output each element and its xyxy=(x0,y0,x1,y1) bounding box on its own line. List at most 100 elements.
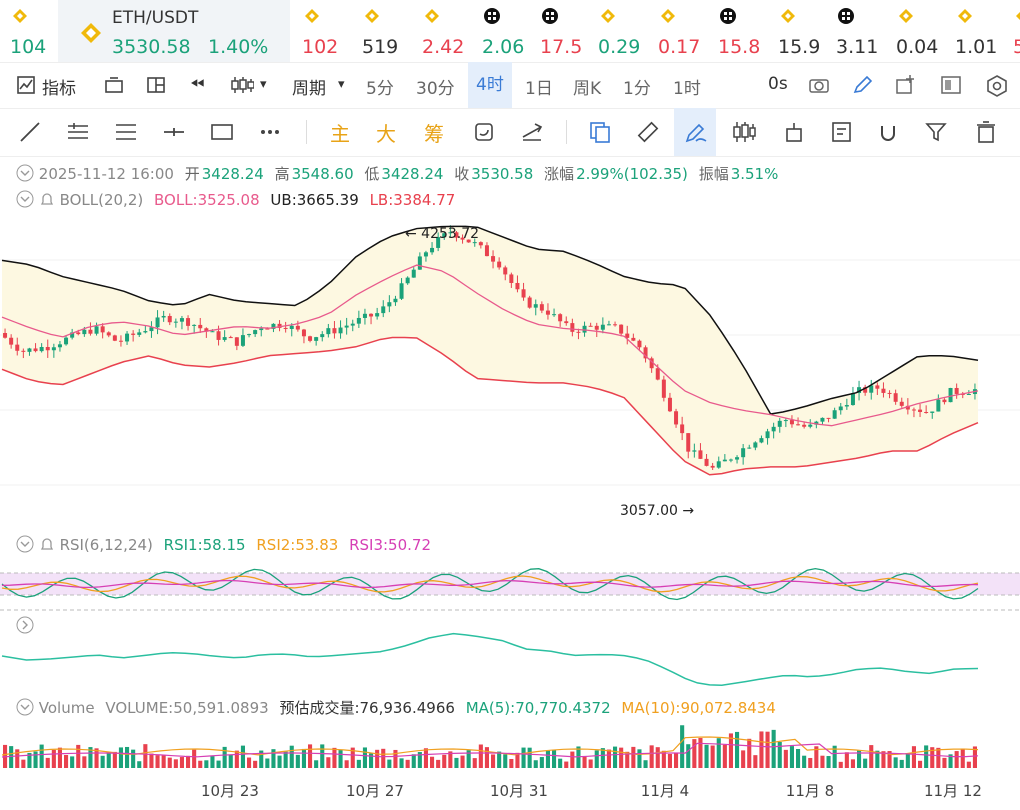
candle-body xyxy=(271,323,276,329)
volume-bar xyxy=(423,748,428,768)
candle-type-icon[interactable] xyxy=(230,75,254,95)
ticker-item[interactable]: 104 xyxy=(10,0,70,62)
boll-lb-value: LB:3384.77 xyxy=(369,191,456,209)
boll-ub-value: UB:3665.39 xyxy=(270,191,359,209)
trash-icon[interactable] xyxy=(974,120,998,144)
filter-icon[interactable] xyxy=(924,120,948,144)
ticker-item[interactable]: 0.29 xyxy=(598,0,658,62)
volume-bar xyxy=(356,759,361,768)
chevron-down-icon[interactable]: ▾ xyxy=(260,77,267,92)
chip-toggle[interactable]: 筹 xyxy=(424,122,444,146)
ruler-icon[interactable] xyxy=(636,120,660,144)
bnb-icon xyxy=(81,23,101,43)
draw-mode-icon[interactable] xyxy=(684,120,708,144)
chevron-down-icon[interactable]: ▾ xyxy=(338,77,345,92)
ticker-item[interactable]: 15.8 xyxy=(718,0,778,62)
line-tool-icon[interactable] xyxy=(18,120,42,144)
ticker-eth-usdt[interactable]: ETH/USDT 3530.58 1.40% xyxy=(58,0,290,62)
candle-body xyxy=(722,459,727,462)
x-axis-tick-label: 10月 23 xyxy=(201,782,259,800)
period-4h-tab[interactable]: 4时 xyxy=(468,62,512,108)
bell-icon[interactable] xyxy=(39,192,55,208)
rewind-icon[interactable]: ⏪︎ xyxy=(190,74,205,95)
note-icon[interactable] xyxy=(830,120,854,144)
swap-icon[interactable] xyxy=(520,120,544,144)
rectangle-tool-icon[interactable] xyxy=(210,120,234,144)
ticker-item[interactable]: 3.11 xyxy=(836,0,896,62)
settings-icon[interactable] xyxy=(986,75,1008,97)
period-dropdown[interactable]: 周期 xyxy=(292,79,326,99)
bell-icon[interactable] xyxy=(39,537,55,553)
period-1h-tab[interactable]: 1时 xyxy=(673,79,701,99)
theme-icon[interactable] xyxy=(940,75,962,95)
parallel-line-icon[interactable] xyxy=(66,120,90,144)
period-1w-tab[interactable]: 周K xyxy=(573,79,602,99)
collapse-chevron-icon[interactable] xyxy=(16,190,34,208)
ticker-item[interactable]: 5 xyxy=(1013,0,1020,62)
volume-bar xyxy=(76,744,81,768)
collapse-chevron-icon[interactable] xyxy=(16,164,34,182)
volume-bar xyxy=(491,754,496,768)
candle-body xyxy=(253,330,258,335)
channel-icon[interactable] xyxy=(114,120,138,144)
add-window-icon[interactable] xyxy=(894,75,916,95)
candle-body xyxy=(289,325,294,329)
candle-body xyxy=(503,267,508,275)
ticker-item[interactable]: 15.9 xyxy=(778,0,838,62)
more-icon[interactable] xyxy=(258,120,282,144)
indicator-button[interactable]: 指标 xyxy=(42,79,76,99)
magnet-icon[interactable] xyxy=(876,120,900,144)
camera-icon[interactable] xyxy=(808,75,830,95)
ticker-item[interactable]: 2.42 xyxy=(422,0,482,62)
ticker-item[interactable]: 0.17 xyxy=(658,0,718,62)
candles-tool-icon[interactable] xyxy=(732,120,756,144)
candle-body xyxy=(484,245,489,257)
period-1d-tab[interactable]: 1日 xyxy=(525,79,553,99)
ticker-item[interactable]: 102 xyxy=(302,0,362,62)
ticker-item[interactable]: 2.06 xyxy=(482,0,542,62)
layout-icon[interactable] xyxy=(104,76,124,94)
candle-body xyxy=(393,298,398,303)
volume-bar xyxy=(112,751,117,768)
period-5m-tab[interactable]: 5分 xyxy=(366,79,394,99)
volume-bar xyxy=(857,750,862,768)
ticker-item[interactable]: 0.04 xyxy=(896,0,956,62)
volume-ma10: MA(10):90,072.8434 xyxy=(621,699,776,717)
candle-body xyxy=(857,387,862,394)
candle-body xyxy=(375,313,380,317)
big-chart-toggle[interactable]: 大 xyxy=(376,122,396,146)
expand-chevron-icon[interactable] xyxy=(16,616,34,634)
volume-bar xyxy=(478,744,483,768)
candle-body xyxy=(759,438,764,443)
indicator-icon[interactable] xyxy=(16,75,36,95)
candle-body xyxy=(948,387,953,403)
collapse-chevron-icon[interactable] xyxy=(16,698,34,716)
main-chart-toggle[interactable]: 主 xyxy=(330,122,350,146)
candle-body xyxy=(972,389,977,395)
period-30m-tab[interactable]: 30分 xyxy=(416,79,455,99)
volume-bar xyxy=(472,758,477,768)
token-icon xyxy=(484,8,500,24)
refresh-icon[interactable] xyxy=(472,120,496,144)
horizontal-line-icon[interactable] xyxy=(162,120,186,144)
collapse-chevron-icon[interactable] xyxy=(16,535,34,553)
volume-bar xyxy=(759,731,764,768)
candle-body xyxy=(826,417,831,419)
ticker-item[interactable]: 519 xyxy=(362,0,422,62)
volume-label: Volume xyxy=(38,699,95,717)
volume-info: Volume VOLUME:50,591.0893 预估成交量:76,936.4… xyxy=(16,697,782,718)
candle-body xyxy=(472,242,477,244)
candle-body xyxy=(369,313,374,317)
candle-body xyxy=(100,326,105,333)
period-1m-tab[interactable]: 1分 xyxy=(623,79,651,99)
volume-bar xyxy=(186,755,191,768)
candle-body xyxy=(491,256,496,262)
lock-icon[interactable] xyxy=(782,120,806,144)
split-view-icon[interactable] xyxy=(146,76,166,94)
ticker-item[interactable]: 17.5 xyxy=(540,0,600,62)
volume-bar xyxy=(259,750,264,768)
ticker-item[interactable]: 1.01 xyxy=(955,0,1015,62)
pencil-icon[interactable] xyxy=(852,75,874,95)
candle-body xyxy=(332,328,337,334)
copy-icon[interactable] xyxy=(588,120,612,144)
